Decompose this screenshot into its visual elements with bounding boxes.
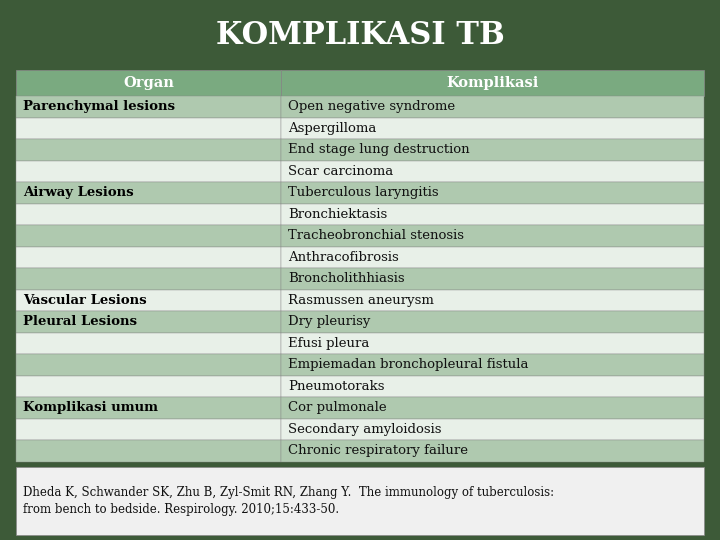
Bar: [281, 376, 704, 397]
Bar: [281, 118, 704, 139]
Bar: [281, 333, 704, 354]
Bar: [281, 268, 704, 289]
Bar: [281, 354, 704, 376]
Text: End stage lung destruction: End stage lung destruction: [288, 144, 469, 157]
Text: Broncholithhiasis: Broncholithhiasis: [288, 272, 405, 286]
Text: Tracheobronchial stenosis: Tracheobronchial stenosis: [288, 230, 464, 242]
Bar: [16, 467, 704, 535]
Bar: [16, 225, 281, 247]
Bar: [281, 204, 704, 225]
Bar: [16, 247, 281, 268]
Bar: [16, 376, 281, 397]
Bar: [16, 204, 281, 225]
Bar: [16, 70, 281, 96]
Bar: [281, 440, 704, 462]
Bar: [281, 160, 704, 182]
Bar: [281, 225, 704, 247]
Text: Pleural Lesions: Pleural Lesions: [23, 315, 137, 328]
Bar: [16, 440, 281, 462]
Text: Secondary amyloidosis: Secondary amyloidosis: [288, 423, 441, 436]
Text: Bronchiektasis: Bronchiektasis: [288, 208, 387, 221]
Bar: [281, 139, 704, 160]
Bar: [281, 311, 704, 333]
Bar: [281, 96, 704, 118]
Text: Organ: Organ: [123, 76, 174, 90]
Text: Vascular Lesions: Vascular Lesions: [23, 294, 147, 307]
Bar: [281, 182, 704, 204]
Bar: [16, 311, 281, 333]
Bar: [16, 333, 281, 354]
Text: Scar carcinoma: Scar carcinoma: [288, 165, 393, 178]
Text: Efusi pleura: Efusi pleura: [288, 337, 369, 350]
Bar: [16, 139, 281, 160]
Bar: [16, 182, 281, 204]
Text: KOMPLIKASI TB: KOMPLIKASI TB: [215, 19, 505, 51]
Text: Empiemadan bronchopleural fistula: Empiemadan bronchopleural fistula: [288, 359, 528, 372]
Bar: [281, 70, 704, 96]
Bar: [16, 397, 281, 418]
Bar: [16, 268, 281, 289]
Text: Aspergilloma: Aspergilloma: [288, 122, 377, 135]
Bar: [281, 247, 704, 268]
Bar: [16, 418, 281, 440]
Bar: [16, 96, 281, 118]
Bar: [16, 118, 281, 139]
Text: Tuberculous laryngitis: Tuberculous laryngitis: [288, 186, 438, 199]
Text: Rasmussen aneurysm: Rasmussen aneurysm: [288, 294, 434, 307]
Text: Anthracofibrosis: Anthracofibrosis: [288, 251, 399, 264]
Text: Open negative syndrome: Open negative syndrome: [288, 100, 455, 113]
Text: Airway Lesions: Airway Lesions: [23, 186, 134, 199]
Text: Chronic respiratory failure: Chronic respiratory failure: [288, 444, 468, 457]
Text: Cor pulmonale: Cor pulmonale: [288, 401, 387, 414]
Text: Parenchymal lesions: Parenchymal lesions: [23, 100, 175, 113]
Bar: [16, 160, 281, 182]
Text: Dry pleurisy: Dry pleurisy: [288, 315, 370, 328]
Text: Pneumotoraks: Pneumotoraks: [288, 380, 384, 393]
Text: Dheda K, Schwander SK, Zhu B, Zyl-Smit RN, Zhang Y.  The immunology of tuberculo: Dheda K, Schwander SK, Zhu B, Zyl-Smit R…: [23, 486, 554, 516]
Bar: [16, 354, 281, 376]
Bar: [281, 418, 704, 440]
Text: Komplikasi: Komplikasi: [446, 76, 539, 90]
Text: Komplikasi umum: Komplikasi umum: [23, 401, 158, 414]
Bar: [281, 397, 704, 418]
Bar: [281, 289, 704, 311]
Bar: [16, 289, 281, 311]
